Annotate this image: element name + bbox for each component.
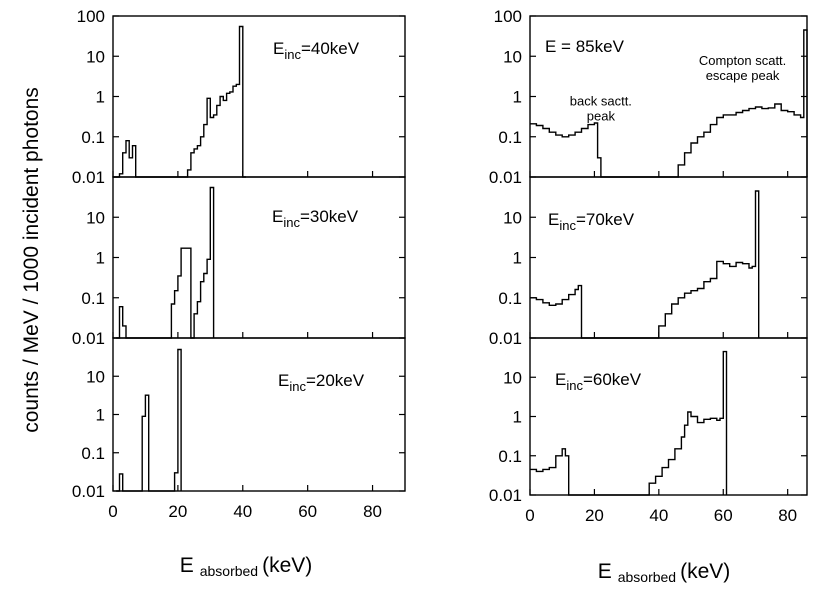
annotation-line: escape peak [706, 68, 780, 83]
series-line [113, 25, 246, 178]
y-tick-label: 0.1 [81, 128, 105, 147]
y-tick-label: 1 [513, 408, 522, 427]
y-tick-label: 0.1 [498, 289, 522, 308]
panel-label-sub: inc [559, 218, 576, 233]
x-tick-label: 20 [585, 506, 604, 525]
x-tick-label: 20 [168, 502, 187, 521]
y-tick-label: 1 [96, 406, 105, 425]
y-tick-label: 10 [503, 208, 522, 227]
y-tick-label: 1 [96, 249, 105, 268]
panel-left-middle: 10 1 0.1 0.01 Einc=30keV [72, 176, 406, 348]
panel-label-rest: =40keV [301, 39, 360, 58]
y-tick-label: 0.1 [81, 444, 105, 463]
y-tick-label: 10 [86, 208, 105, 227]
x-axis-label-sub: absorbed [618, 569, 676, 585]
y-axis-label: counts / MeV / 1000 incident photons [20, 87, 43, 433]
panel-label-main: E = 85keV [545, 37, 625, 56]
panel-right-bottom: 10 1 0.1 0.010 20 40 60 80 Einc=60keV [489, 337, 808, 525]
panel-label-main: E [548, 210, 559, 229]
panel-label-sub: inc [289, 379, 306, 394]
y-tick-label: 10 [503, 47, 522, 66]
x-tick-label: 60 [298, 502, 317, 521]
x-axis-label-unit: (keV) [262, 554, 312, 577]
panel-label-sub: inc [283, 215, 300, 230]
panel-label: Einc=30keV [272, 207, 359, 230]
plot-frame [112, 337, 406, 492]
panel-label-main: E [278, 371, 289, 390]
x-axis-label-sub: absorbed [200, 563, 258, 579]
x-tick-label: 40 [649, 506, 668, 525]
panel-left-top: 100 10 1 0.1 0.01 Einc=40keV [72, 7, 406, 187]
x-tick-label: 80 [363, 502, 382, 521]
y-tick-label: 0.01 [72, 168, 105, 187]
panel-label-main: E [555, 370, 566, 389]
x-tick-label: 40 [233, 502, 252, 521]
panel-label: Einc=40keV [273, 39, 360, 62]
y-tick-label: 100 [494, 7, 522, 26]
panel-label-main: E [272, 207, 283, 226]
y-tick-label: 0.1 [498, 447, 522, 466]
panel-label: Einc=20keV [278, 371, 365, 394]
x-tick-label: 0 [525, 506, 534, 525]
x-axis-label-main: E [598, 560, 612, 583]
series-line [116, 186, 215, 339]
y-tick-label: 1 [513, 88, 522, 107]
panel-label-rest: =60keV [583, 370, 642, 389]
annotation-line: back sactt. [570, 93, 632, 108]
panel-label-rest: =70keV [576, 210, 635, 229]
panel-label-sub: inc [566, 378, 583, 393]
y-tick-label: 1 [513, 249, 522, 268]
y-tick-label: 0.01 [489, 486, 522, 505]
y-tick-label: 100 [77, 7, 105, 26]
y-tick-label: 1 [96, 88, 105, 107]
y-tick-label: 10 [503, 368, 522, 387]
x-tick-label: 60 [714, 506, 733, 525]
annotation-line: peak [587, 108, 616, 123]
series-line [530, 29, 808, 178]
annotation-line: Compton scatt. [699, 53, 786, 68]
y-tick-label: 0.01 [72, 482, 105, 501]
series-line [116, 348, 182, 492]
x-axis-label-main: E [180, 554, 194, 577]
x-tick-label: 80 [778, 506, 797, 525]
y-tick-label: 0.01 [489, 168, 522, 187]
panel-label: E = 85keV [545, 37, 625, 56]
panel-label: Einc=70keV [548, 210, 635, 233]
y-tick-label: 0.01 [489, 329, 522, 348]
panel-right-middle: 10 1 0.1 0.01 Einc=70keV [489, 176, 808, 348]
panel-label-rest: =20keV [306, 371, 365, 390]
y-tick-label: 10 [86, 367, 105, 386]
panel-label: Einc=60keV [555, 370, 642, 393]
y-tick-label: 0.1 [81, 289, 105, 308]
x-tick-label: 0 [108, 502, 117, 521]
panel-left-bottom: 10 1 0.1 0.010 20 40 60 80 Einc=20keV [72, 337, 406, 521]
y-tick-label: 0.1 [498, 128, 522, 147]
panel-right-top: 100 10 1 0.1 0.01 E = 85keV back sactt. peak Com… [489, 7, 808, 187]
y-tick-label: 10 [86, 47, 105, 66]
y-tick-label: 0.01 [72, 329, 105, 348]
plot-frame [112, 176, 406, 339]
panel-label-sub: inc [284, 47, 301, 62]
series-line [530, 190, 760, 339]
panel-label-main: E [273, 39, 284, 58]
plot-frame [112, 15, 406, 178]
panels: 1001010.10.01Einc=40keV1010.10.01Einc=30… [72, 7, 808, 525]
plot-frame [529, 337, 808, 496]
series-line [530, 350, 728, 496]
annotation: back sactt. peak [570, 93, 632, 123]
x-axis-label-unit: (keV) [680, 560, 730, 583]
panel-label-rest: =30keV [300, 207, 359, 226]
annotation: Compton scatt. escape peak [699, 53, 786, 83]
